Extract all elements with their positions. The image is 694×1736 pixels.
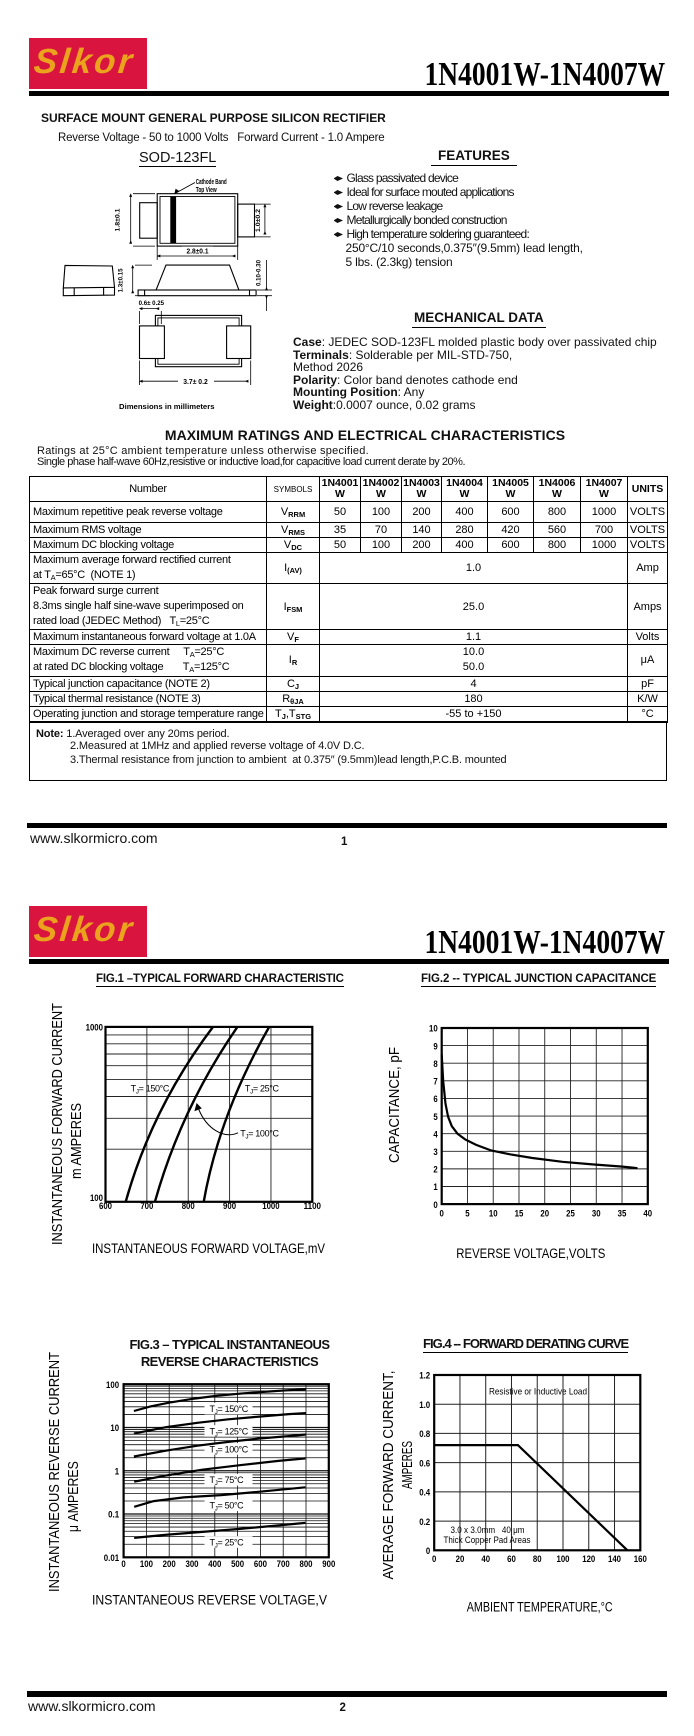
- svg-text:0.6± 0.25: 0.6± 0.25: [139, 300, 165, 307]
- svg-text:INSTANTANEOUS FORWARD VOLTAGE,: INSTANTANEOUS FORWARD VOLTAGE,mV: [92, 1241, 325, 1256]
- svg-text:100: 100: [140, 1559, 153, 1569]
- svg-text:60: 60: [507, 1554, 516, 1564]
- svg-text:40: 40: [481, 1554, 490, 1564]
- svg-text:700: 700: [277, 1559, 290, 1569]
- svg-text:5: 5: [465, 1209, 469, 1219]
- svg-text:100: 100: [90, 1193, 103, 1203]
- svg-text:TJ= 25°C: TJ= 25°C: [210, 1537, 245, 1549]
- svg-text:1: 1: [115, 1466, 119, 1476]
- svg-text:20: 20: [456, 1554, 465, 1564]
- svg-text:4: 4: [433, 1129, 437, 1139]
- svg-text:INSTANTANEOUS REVERSE VOLTAGE,: INSTANTANEOUS REVERSE VOLTAGE,V: [92, 1593, 327, 1608]
- svg-text:Top View: Top View: [196, 187, 217, 194]
- svg-text:3: 3: [433, 1147, 437, 1157]
- svg-text:AMBIENT TEMPERATURE,°C: AMBIENT TEMPERATURE,°C: [467, 1600, 613, 1615]
- svg-text:0: 0: [433, 1200, 437, 1210]
- svg-text:0: 0: [440, 1209, 444, 1219]
- svg-text:TJ= 50°C: TJ= 50°C: [210, 1501, 245, 1513]
- svg-text:700: 700: [140, 1201, 153, 1211]
- svg-text:5: 5: [433, 1112, 437, 1122]
- svg-text:2.8±0.1: 2.8±0.1: [187, 249, 209, 256]
- svg-text:100: 100: [556, 1554, 569, 1564]
- svg-text:10: 10: [110, 1423, 119, 1433]
- svg-text:6: 6: [433, 1094, 437, 1104]
- svg-text:0.4: 0.4: [419, 1488, 430, 1498]
- svg-text:1000: 1000: [262, 1201, 279, 1211]
- svg-text:15: 15: [515, 1209, 524, 1219]
- svg-text:8: 8: [433, 1059, 437, 1069]
- svg-text:1.0±0.2: 1.0±0.2: [255, 209, 262, 232]
- svg-text:400: 400: [208, 1559, 221, 1569]
- svg-text:0.10-0.30: 0.10-0.30: [257, 259, 263, 286]
- svg-text:80: 80: [533, 1554, 542, 1564]
- svg-text:0.2: 0.2: [419, 1517, 430, 1527]
- svg-text:0: 0: [121, 1559, 125, 1569]
- svg-text:800: 800: [299, 1559, 312, 1569]
- svg-text:30: 30: [592, 1209, 601, 1219]
- svg-text:TJ= 100°C: TJ= 100°C: [240, 1129, 279, 1141]
- svg-text:1: 1: [433, 1182, 437, 1192]
- svg-text:CAPACITANCE, pF: CAPACITANCE, pF: [387, 1047, 403, 1163]
- svg-text:900: 900: [322, 1559, 335, 1569]
- svg-text:TJ= 150°C: TJ= 150°C: [131, 1084, 170, 1096]
- svg-text:μ AMPERES: μ AMPERES: [66, 1461, 82, 1532]
- svg-text:20: 20: [540, 1209, 549, 1219]
- svg-text:900: 900: [223, 1201, 236, 1211]
- svg-text:0: 0: [426, 1546, 430, 1556]
- svg-text:500: 500: [231, 1559, 244, 1569]
- svg-text:REVERSE VOLTAGE,VOLTS: REVERSE VOLTAGE,VOLTS: [456, 1246, 605, 1260]
- svg-text:TJ= 150°C: TJ= 150°C: [210, 1404, 249, 1416]
- svg-text:160: 160: [634, 1554, 647, 1564]
- svg-text:9: 9: [433, 1041, 437, 1051]
- svg-text:35: 35: [618, 1209, 627, 1219]
- svg-text:300: 300: [185, 1559, 198, 1569]
- svg-text:120: 120: [582, 1554, 595, 1564]
- svg-text:40: 40: [643, 1209, 652, 1219]
- svg-text:600: 600: [99, 1201, 112, 1211]
- svg-text:INSTANTANEOUS REVERSE CURRENT: INSTANTANEOUS REVERSE CURRENT: [47, 1352, 63, 1592]
- svg-text:600: 600: [254, 1559, 267, 1569]
- svg-text:10: 10: [429, 1024, 438, 1034]
- svg-text:Cathode Band: Cathode Band: [196, 179, 227, 186]
- svg-text:3.0 x 3.0mm 40 μm: 3.0 x 3.0mm 40 μm: [451, 1525, 525, 1536]
- svg-text:Dimensions in millimeters: Dimensions in millimeters: [119, 402, 215, 411]
- svg-text:200: 200: [163, 1559, 176, 1569]
- svg-text:1.0: 1.0: [419, 1400, 430, 1410]
- svg-text:TJ= 125°C: TJ= 125°C: [210, 1426, 249, 1438]
- svg-text:1100: 1100: [304, 1201, 321, 1211]
- svg-text:m AMPERES: m AMPERES: [69, 1103, 85, 1179]
- svg-text:2: 2: [433, 1165, 437, 1175]
- svg-text:0.01: 0.01: [104, 1553, 119, 1563]
- svg-text:100: 100: [106, 1380, 119, 1390]
- svg-text:10: 10: [489, 1209, 498, 1219]
- svg-text:7: 7: [433, 1077, 437, 1087]
- svg-text:0.1: 0.1: [108, 1510, 119, 1520]
- svg-text:0.8: 0.8: [419, 1429, 430, 1439]
- svg-text:3.7± 0.2: 3.7± 0.2: [183, 379, 208, 386]
- svg-text:AVERAGE FORWARD CURRENT,: AVERAGE FORWARD CURRENT,: [381, 1371, 397, 1580]
- svg-text:1.3±0.15: 1.3±0.15: [119, 268, 125, 293]
- svg-text:INSTANTANEOUS FORWARD CURRENT: INSTANTANEOUS FORWARD CURRENT: [50, 1003, 66, 1245]
- svg-text:0.6: 0.6: [419, 1458, 430, 1468]
- svg-text:140: 140: [608, 1554, 621, 1564]
- svg-text:TJ= 100°C: TJ= 100°C: [210, 1444, 249, 1456]
- svg-text:1.2: 1.2: [419, 1371, 430, 1381]
- svg-text:TJ= 25°C: TJ= 25°C: [245, 1084, 280, 1096]
- svg-text:Resistive or Inductive Load: Resistive or Inductive Load: [489, 1387, 587, 1398]
- svg-text:25: 25: [566, 1209, 575, 1219]
- svg-text:TJ= 75°C: TJ= 75°C: [210, 1475, 245, 1487]
- svg-text:AMPERES: AMPERES: [400, 1441, 416, 1489]
- svg-text:Thick Copper Pad Areas: Thick Copper Pad Areas: [444, 1535, 531, 1546]
- svg-text:800: 800: [182, 1201, 195, 1211]
- svg-text:0: 0: [432, 1554, 436, 1564]
- svg-text:1.8±0.1: 1.8±0.1: [115, 208, 122, 231]
- svg-text:1000: 1000: [86, 1023, 103, 1033]
